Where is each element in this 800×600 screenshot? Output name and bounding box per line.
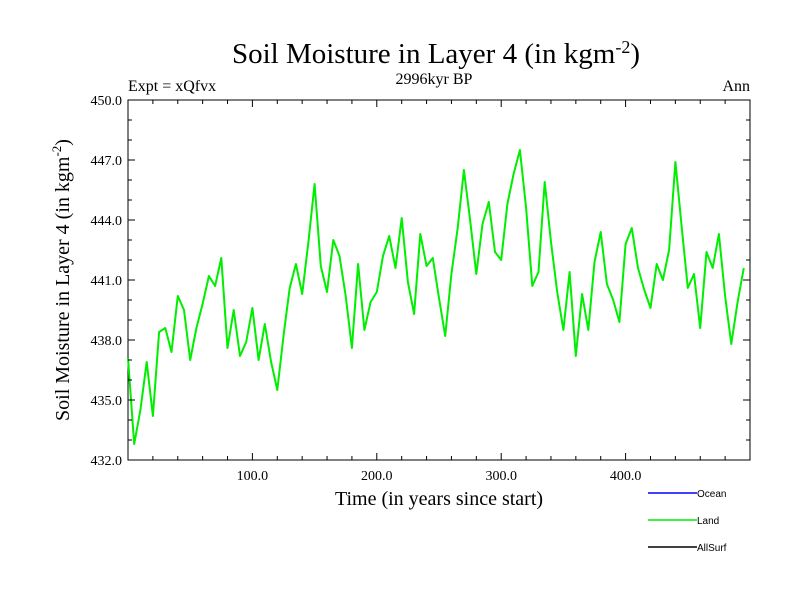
- x-tick-label: 100.0: [237, 469, 269, 484]
- left-note: Expt = xQfvx: [128, 78, 216, 95]
- y-axis: 432.0 435.0 438.0 441.0 444.0 447.0 450.0: [91, 94, 750, 469]
- y-axis-label-superscript: -2: [49, 146, 64, 157]
- chart-title-main: Soil Moisture in Layer 4 (in kgm: [232, 38, 616, 70]
- y-tick-label: 444.0: [91, 214, 123, 229]
- x-axis-label: Time (in years since start): [335, 488, 543, 510]
- right-note: Ann: [722, 78, 750, 95]
- x-tick-label: 400.0: [610, 469, 642, 484]
- series-line-land: [127, 149, 745, 445]
- plot-area: [127, 99, 751, 461]
- chart-title-superscript: -2: [615, 37, 630, 57]
- legend-label-allsurf: AllSurf: [697, 543, 727, 554]
- y-tick-label: 441.0: [91, 274, 123, 289]
- legend-label-land: Land: [697, 516, 719, 527]
- y-tick-label: 450.0: [91, 94, 123, 109]
- x-tick-label: 200.0: [361, 469, 393, 484]
- series-layer: [127, 149, 745, 445]
- legend: Ocean Land AllSurf: [648, 489, 727, 554]
- y-tick-label: 438.0: [91, 334, 123, 349]
- chart-subtitle: 2996kyr BP: [396, 71, 473, 88]
- y-axis-label-main: Soil Moisture in Layer 4 (in kgm: [52, 156, 74, 421]
- y-tick-label: 435.0: [91, 394, 123, 409]
- chart-title: Soil Moisture in Layer 4 (in kgm-2): [232, 37, 640, 70]
- y-tick-label: 447.0: [91, 154, 123, 169]
- y-axis-label: Soil Moisture in Layer 4 (in kgm-2): [49, 139, 74, 421]
- legend-label-ocean: Ocean: [697, 489, 726, 500]
- chart-title-close: ): [630, 38, 640, 70]
- x-axis: 100.0 200.0 300.0 400.0: [152, 100, 726, 484]
- x-tick-label: 300.0: [485, 469, 517, 484]
- y-axis-label-close: ): [52, 139, 74, 146]
- y-tick-label: 432.0: [91, 454, 123, 469]
